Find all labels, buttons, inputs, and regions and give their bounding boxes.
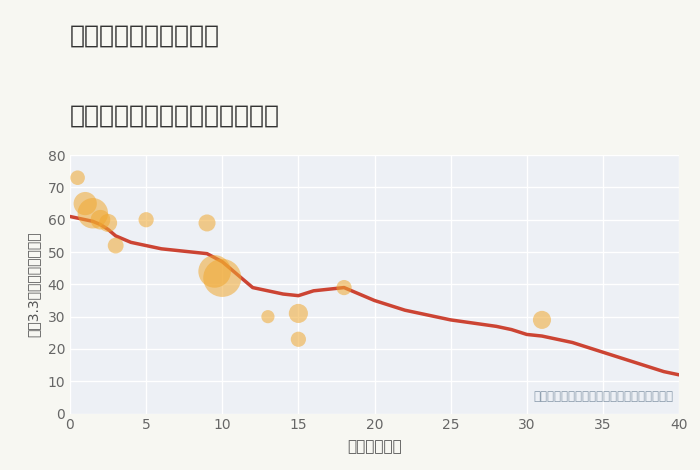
Point — [95, 216, 106, 223]
Text: 築年数別中古マンション坪単価: 築年数別中古マンション坪単価 — [70, 103, 280, 127]
Point — [262, 313, 274, 321]
Point — [80, 200, 91, 207]
Point — [339, 284, 350, 291]
Point — [141, 216, 152, 223]
Point — [88, 210, 99, 217]
X-axis label: 築年数（年）: 築年数（年） — [347, 439, 402, 454]
Point — [536, 316, 547, 324]
Point — [209, 267, 220, 275]
Point — [72, 174, 83, 181]
Point — [293, 310, 304, 317]
Point — [217, 274, 228, 282]
Point — [202, 219, 213, 227]
Point — [110, 242, 121, 249]
Point — [293, 336, 304, 343]
Text: 福岡県古賀市今在家の: 福岡県古賀市今在家の — [70, 24, 220, 47]
Y-axis label: 坪（3.3㎡）単価（万円）: 坪（3.3㎡）単価（万円） — [27, 232, 41, 337]
Point — [102, 219, 113, 227]
Text: 円の大きさは、取引のあった物件面積を示す: 円の大きさは、取引のあった物件面積を示す — [533, 390, 673, 403]
